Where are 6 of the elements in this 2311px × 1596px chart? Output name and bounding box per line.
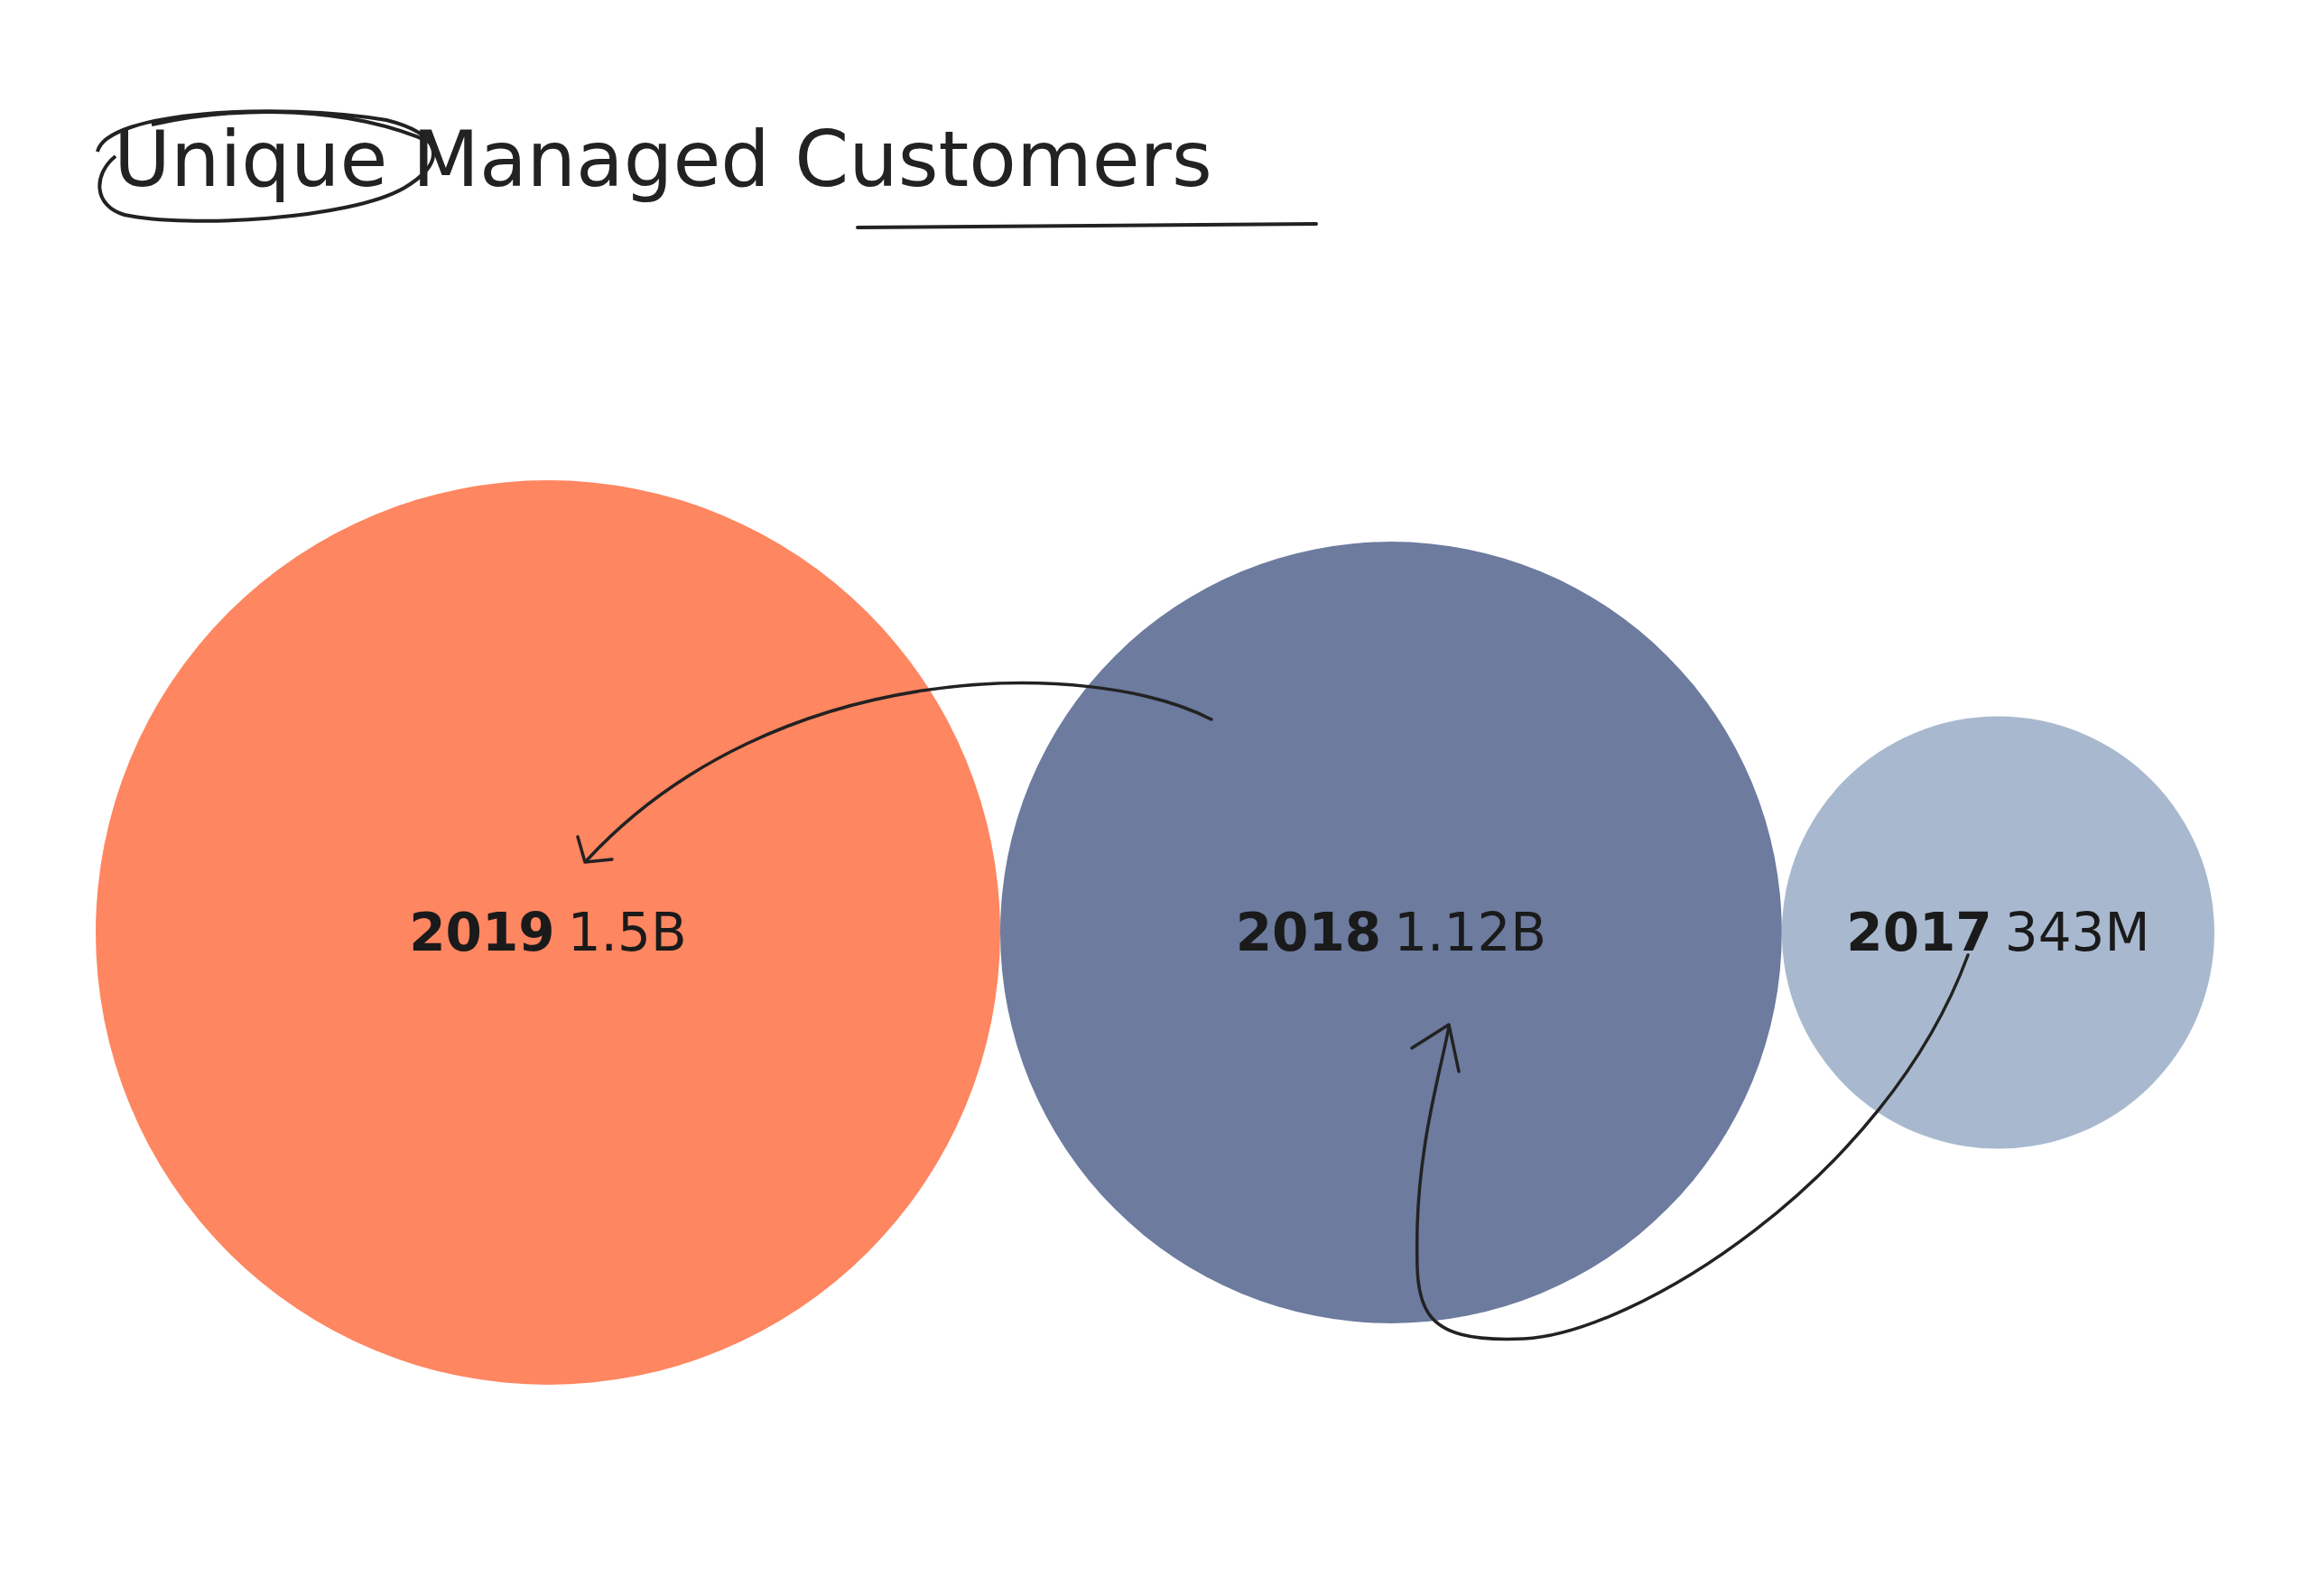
- category-label: 2017: [1846, 902, 1992, 963]
- data-label: 1.5B: [567, 902, 687, 963]
- data-label: 343M: [2004, 902, 2150, 963]
- data-label: 1.12B: [1394, 902, 1547, 963]
- category-label: 2019: [409, 902, 555, 963]
- category-label: 2018: [1235, 902, 1382, 963]
